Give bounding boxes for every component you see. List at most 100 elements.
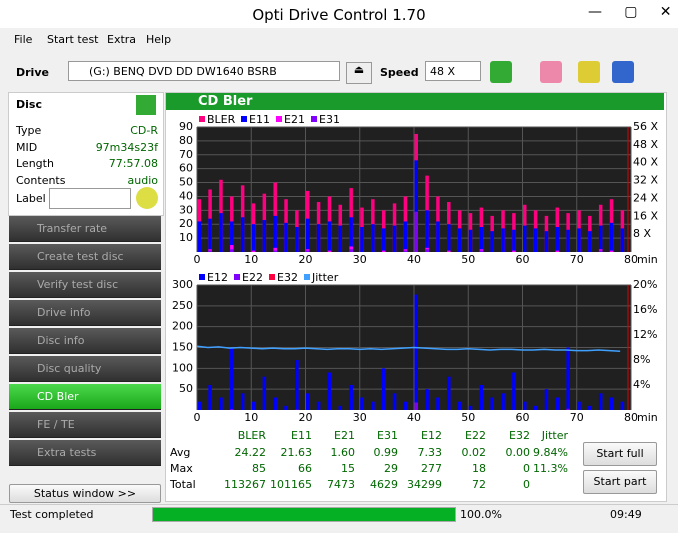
- x-tick-label: 80: [624, 411, 638, 424]
- x-tick-label: 10: [244, 411, 258, 424]
- y-tick-label: 100: [172, 361, 193, 374]
- legend-label: E12: [207, 271, 228, 284]
- window-controls[interactable]: — ▢ ✕: [588, 4, 671, 20]
- bar: [458, 228, 462, 252]
- bar: [588, 406, 592, 410]
- nav-item[interactable]: Drive info: [9, 300, 161, 326]
- bar: [404, 251, 408, 252]
- save-button[interactable]: [612, 61, 634, 83]
- nav-item[interactable]: Disc info: [9, 328, 161, 354]
- bar: [306, 393, 310, 410]
- bar: [371, 224, 375, 252]
- bar: [480, 227, 484, 252]
- x-tick-label: 20: [299, 411, 313, 424]
- stats-cell: 4629: [348, 478, 398, 491]
- bar: [469, 230, 473, 252]
- nav-item[interactable]: Transfer rate: [9, 216, 161, 242]
- legend-swatch: [234, 274, 240, 280]
- settings-button[interactable]: [578, 61, 600, 83]
- x-tick-label: 40: [407, 411, 421, 424]
- nav-item[interactable]: FE / TE: [9, 412, 161, 438]
- bar: [273, 216, 277, 252]
- bar: [501, 393, 505, 410]
- x-tick-label: 60: [516, 411, 530, 424]
- bar: [295, 360, 299, 410]
- speed-select[interactable]: 48 X: [425, 61, 481, 81]
- start-full-button[interactable]: Start full: [583, 442, 657, 466]
- bar: [349, 249, 353, 252]
- menu-item[interactable]: File: [14, 33, 32, 46]
- bar: [447, 251, 451, 252]
- nav-item[interactable]: Disc quality: [9, 356, 161, 382]
- bar: [252, 251, 256, 252]
- nav-item[interactable]: CD Bler: [9, 384, 161, 410]
- y-tick-label: 150: [172, 341, 193, 354]
- y2-tick-label: 12%: [633, 328, 657, 341]
- bar: [208, 219, 212, 252]
- y2-tick-label: 56 X: [633, 120, 658, 133]
- bar: [566, 348, 570, 411]
- x-tick-label: 10: [244, 253, 258, 266]
- eject-button[interactable]: ⏏: [346, 62, 372, 84]
- field-label: MID: [16, 141, 37, 154]
- bar: [382, 251, 386, 252]
- nav-item[interactable]: Verify test disc: [9, 272, 161, 298]
- disc-title: Disc: [16, 98, 42, 111]
- x-tick-label: 70: [570, 411, 584, 424]
- bar: [241, 217, 245, 252]
- bar: [339, 226, 343, 252]
- bar: [382, 228, 386, 252]
- erase-button[interactable]: [540, 61, 562, 83]
- label-input[interactable]: [49, 188, 131, 209]
- x-tick-label: 0: [194, 411, 201, 424]
- label-label: Label: [16, 192, 46, 205]
- y-tick-label: 50: [179, 176, 193, 189]
- bar: [425, 249, 429, 252]
- bar: [566, 409, 570, 410]
- bar: [317, 224, 321, 252]
- drive-label: Drive: [16, 66, 49, 79]
- bar: [382, 368, 386, 410]
- x-axis-unit: min: [637, 253, 658, 266]
- menu-item[interactable]: Help: [146, 33, 171, 46]
- y-tick-label: 10: [179, 231, 193, 244]
- stats-cell: 113267: [216, 478, 266, 491]
- x-tick-label: 50: [461, 411, 475, 424]
- bar: [436, 221, 440, 252]
- stats-cell: 85: [216, 462, 266, 475]
- bar: [263, 220, 267, 252]
- status-window-button[interactable]: Status window >>: [9, 484, 161, 503]
- legend-label: E21: [284, 113, 305, 126]
- legend-swatch: [199, 116, 205, 122]
- nav-item[interactable]: Create test disc: [9, 244, 161, 270]
- field-value: CD-R: [60, 124, 158, 137]
- bar: [284, 223, 288, 252]
- bar: [252, 402, 256, 410]
- bar: [556, 398, 560, 411]
- stats-cell: 29: [348, 462, 398, 475]
- status-text: Test completed: [10, 508, 94, 521]
- x-tick-label: 70: [570, 253, 584, 266]
- menu-item[interactable]: Extra: [107, 33, 136, 46]
- menu-item[interactable]: Start test: [47, 33, 99, 46]
- bar: [545, 389, 549, 410]
- disc-refresh[interactable]: [136, 95, 156, 115]
- x-tick-label: 20: [299, 253, 313, 266]
- field-label: Contents: [16, 174, 65, 187]
- drive-select[interactable]: (G:) BENQ DVD DD DW1640 BSRB: [68, 61, 340, 81]
- refresh-button[interactable]: [490, 61, 512, 83]
- bar: [328, 251, 332, 252]
- bar: [393, 393, 397, 410]
- bar: [436, 398, 440, 411]
- x-tick-label: 0: [194, 253, 201, 266]
- bar: [306, 219, 310, 252]
- legend-label: E11: [249, 113, 270, 126]
- label-button[interactable]: [136, 187, 158, 209]
- y2-tick-label: 8%: [633, 353, 650, 366]
- nav-item[interactable]: Extra tests: [9, 440, 161, 466]
- bar: [621, 402, 625, 410]
- stats-cell: 24.22: [216, 446, 266, 459]
- start-part-button[interactable]: Start part: [583, 470, 657, 494]
